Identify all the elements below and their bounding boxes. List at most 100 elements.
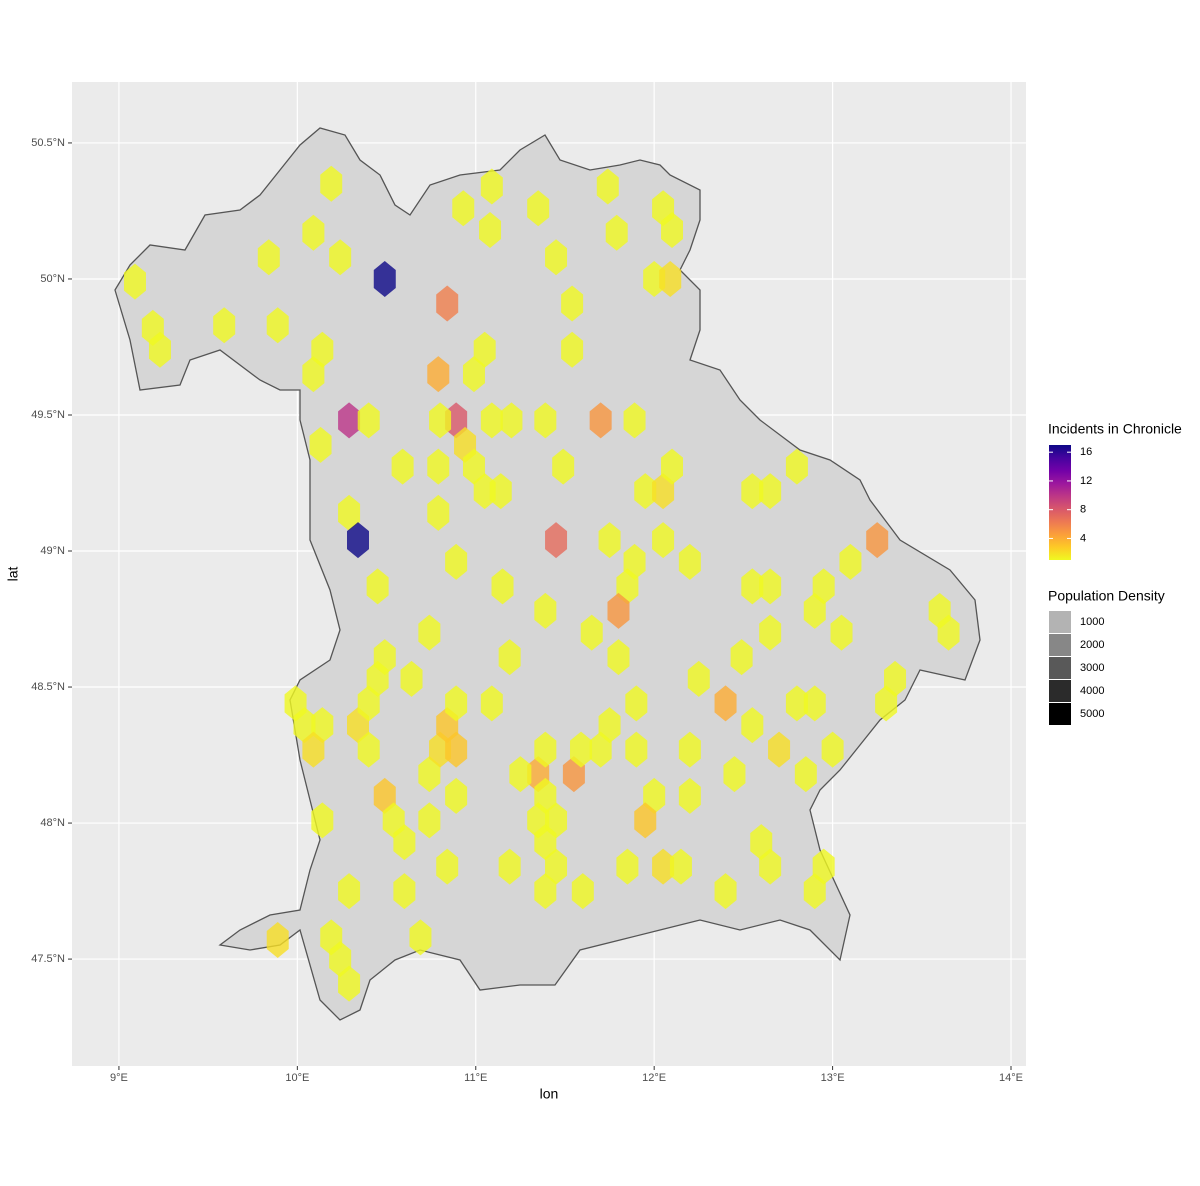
- hexbin: [552, 448, 575, 485]
- hexbin: [534, 824, 557, 861]
- hexbin: [545, 522, 568, 559]
- hexbin: [768, 731, 791, 768]
- hexbin: [634, 802, 657, 839]
- hexbin: [391, 448, 414, 485]
- y-tick-label: 49°N: [40, 545, 65, 557]
- hexbin: [373, 639, 396, 676]
- hexbin: [678, 731, 701, 768]
- colorbar: [1049, 445, 1071, 560]
- hexbin: [687, 660, 710, 697]
- hexbin: [311, 331, 334, 368]
- hexbin: [785, 448, 808, 485]
- hexbin: [357, 731, 380, 768]
- hexbin: [498, 848, 521, 885]
- hexbin: [373, 777, 396, 814]
- hexbin: [123, 263, 146, 300]
- hexbin: [534, 731, 557, 768]
- hexbin: [937, 614, 960, 651]
- hexbin: [714, 873, 737, 910]
- hexbin: [473, 331, 496, 368]
- hexbin: [302, 356, 325, 393]
- hexbin: [759, 473, 782, 510]
- hexbin: [714, 685, 737, 722]
- hexbin: [338, 402, 361, 439]
- x-tick-label: 14°E: [999, 1072, 1023, 1084]
- hexbin: [445, 543, 468, 580]
- hexbin: [329, 941, 352, 978]
- colorbar-label: 8: [1080, 504, 1086, 516]
- hexbin: [866, 522, 889, 559]
- hexbin: [625, 685, 648, 722]
- hexbin: [741, 707, 764, 744]
- hexbin: [400, 660, 423, 697]
- hexbin: [730, 639, 753, 676]
- hexbin: [794, 756, 817, 793]
- hexbin: [311, 802, 334, 839]
- hexbin: [589, 731, 612, 768]
- hexbin: [759, 568, 782, 605]
- hexbin: [509, 756, 532, 793]
- hexbin: [427, 494, 450, 531]
- legend-key: [1049, 611, 1071, 633]
- legend-key: [1049, 680, 1071, 702]
- hexbin: [652, 848, 675, 885]
- hexbin: [320, 165, 343, 202]
- hexbin: [498, 639, 521, 676]
- hexbin: [462, 356, 485, 393]
- x-axis-title: lon: [540, 1086, 559, 1102]
- y-tick-label: 48°N: [40, 817, 65, 829]
- legend-label: 1000: [1080, 616, 1104, 628]
- hexbin: [357, 402, 380, 439]
- colorbar-label: 12: [1080, 475, 1092, 487]
- hexbin: [616, 568, 639, 605]
- legend-title: Population Density: [1048, 588, 1165, 604]
- hexbin: [812, 848, 835, 885]
- hexbin: [571, 873, 594, 910]
- hexbin: [302, 731, 325, 768]
- legend-label: 5000: [1080, 708, 1104, 720]
- hexbin: [750, 824, 773, 861]
- hexbin: [309, 426, 332, 463]
- hexbin: [329, 239, 352, 276]
- hexbin: [418, 756, 441, 793]
- hexbin: [436, 285, 459, 322]
- x-tick-label: 9°E: [110, 1072, 128, 1084]
- hexbin: [545, 239, 568, 276]
- x-tick-label: 11°E: [464, 1072, 487, 1084]
- hexbin: [803, 873, 826, 910]
- hexbin: [480, 402, 503, 439]
- hexbin: [534, 402, 557, 439]
- hexbin: [445, 731, 468, 768]
- legend-key: [1049, 634, 1071, 656]
- hexbin: [311, 707, 334, 744]
- hexbin: [741, 473, 764, 510]
- hexbin: [527, 190, 550, 227]
- legend-title: Incidents in Chronicle: [1048, 421, 1182, 437]
- hexbin: [427, 356, 450, 393]
- hexbin: [480, 168, 503, 205]
- y-tick-label: 47.5°N: [31, 953, 65, 965]
- hexbin: [741, 568, 764, 605]
- hexbin: [436, 848, 459, 885]
- hexbin: [607, 639, 630, 676]
- legend-key: [1049, 657, 1071, 679]
- legend-label: 2000: [1080, 639, 1104, 651]
- hexbin: [445, 777, 468, 814]
- hexbin: [884, 660, 907, 697]
- colorbar-label: 4: [1080, 532, 1086, 544]
- hexbin: [366, 568, 389, 605]
- hexbin: [534, 873, 557, 910]
- hexbin: [839, 543, 862, 580]
- legend-label: 4000: [1080, 685, 1104, 697]
- y-tick-label: 50.5°N: [31, 137, 65, 149]
- hexbin: [357, 685, 380, 722]
- hexbin: [338, 494, 361, 531]
- hexbin: [393, 873, 416, 910]
- hexbin: [561, 285, 584, 322]
- hexbin: [759, 614, 782, 651]
- hexbin: [545, 848, 568, 885]
- hexbin: [338, 873, 361, 910]
- hexbin: [534, 592, 557, 629]
- hexbin: [589, 402, 612, 439]
